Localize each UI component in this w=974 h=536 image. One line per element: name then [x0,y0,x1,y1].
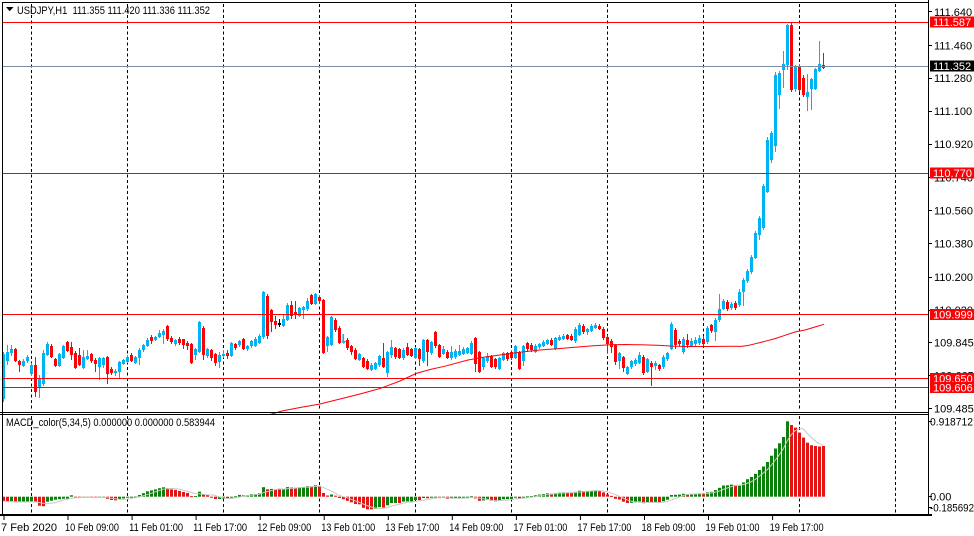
svg-text:111.587: 111.587 [933,17,971,29]
svg-text:13 Feb 17:00: 13 Feb 17:00 [385,522,439,534]
svg-text:110.770: 110.770 [933,168,972,180]
svg-text:12 Feb 09:00: 12 Feb 09:00 [257,522,311,534]
svg-text:110.560: 110.560 [934,206,973,218]
svg-text:109.999: 109.999 [933,310,973,322]
svg-text:MACD_color(5,34,5) 0.000000 0.: MACD_color(5,34,5) 0.000000 0.000000 0.5… [6,417,215,429]
svg-text:109.606: 109.606 [933,383,973,395]
svg-text:110.200: 110.200 [934,272,973,284]
svg-text:14 Feb 09:00: 14 Feb 09:00 [449,522,503,534]
svg-text:109.845: 109.845 [934,338,974,350]
svg-text:110.380: 110.380 [934,239,973,251]
svg-text:-0.185692: -0.185692 [930,503,974,515]
svg-text:11 Feb 17:00: 11 Feb 17:00 [193,522,247,534]
svg-text:19 Feb 01:00: 19 Feb 01:00 [706,522,760,534]
svg-text:111.640: 111.640 [934,7,972,19]
svg-text:13 Feb 01:00: 13 Feb 01:00 [321,522,375,534]
svg-text:USDJPY,H1 111.355 111.420 111: USDJPY,H1 111.355 111.420 111.336 111.35… [17,5,210,17]
svg-text:0.918712: 0.918712 [930,417,973,429]
svg-text:111.100: 111.100 [934,106,972,118]
svg-text:17 Feb 01:00: 17 Feb 01:00 [513,522,567,534]
svg-text:18 Feb 09:00: 18 Feb 09:00 [642,522,696,534]
svg-text:111.460: 111.460 [934,40,972,52]
svg-text:111.280: 111.280 [934,73,972,85]
svg-text:0.00: 0.00 [930,492,951,504]
svg-text:10 Feb 09:00: 10 Feb 09:00 [65,522,119,534]
svg-text:19 Feb 17:00: 19 Feb 17:00 [770,522,824,534]
svg-text:7 Feb 2020: 7 Feb 2020 [1,522,57,534]
svg-text:17 Feb 17:00: 17 Feb 17:00 [577,522,631,534]
svg-text:109.485: 109.485 [934,404,974,416]
svg-text:111.352: 111.352 [933,61,971,73]
svg-text:110.920: 110.920 [934,139,973,151]
svg-text:11 Feb 01:00: 11 Feb 01:00 [129,522,183,534]
